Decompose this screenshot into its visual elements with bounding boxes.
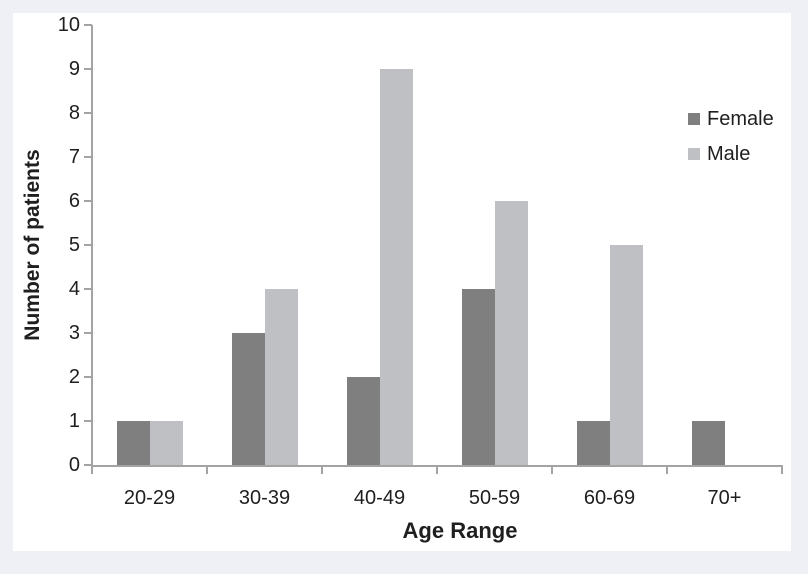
y-axis-tick-label: 7 (68, 146, 80, 168)
y-axis-tick (84, 68, 92, 70)
bar-male-30-39 (264, 289, 298, 465)
y-axis-tick (84, 112, 92, 114)
y-axis-tick-label: 3 (68, 322, 80, 344)
y-axis-title: Number of patients (21, 149, 44, 341)
y-axis-tick (84, 244, 92, 246)
y-axis-tick (84, 332, 92, 334)
legend-swatch-male (688, 148, 700, 160)
x-axis-tick (781, 465, 783, 474)
x-axis-title: Age Range (402, 518, 518, 543)
y-axis-tick-label: 6 (68, 190, 80, 212)
x-axis-tick-label: 50-59 (468, 487, 521, 509)
y-axis-tick (84, 464, 92, 466)
x-axis-tick (91, 465, 93, 474)
bar-male-60-69 (609, 245, 643, 465)
y-axis-tick (84, 24, 92, 26)
bar-male-50-59 (494, 201, 528, 465)
y-axis-tick (84, 156, 92, 158)
legend-label-male: Male (707, 143, 751, 165)
legend: Female Male (688, 108, 774, 178)
bar-male-20-29 (149, 421, 183, 465)
bar-female-40-49 (346, 377, 380, 465)
x-axis-tick (206, 465, 208, 474)
legend-item-female: Female (688, 108, 774, 130)
x-axis-tick (666, 465, 668, 474)
legend-swatch-female (688, 113, 700, 125)
bar-female-30-39 (231, 333, 265, 465)
x-axis-tick-label: 70+ (707, 487, 742, 509)
bar-female-70+ (691, 421, 725, 465)
bar-female-20-29 (116, 421, 150, 465)
bar-female-60-69 (576, 421, 610, 465)
y-axis-tick (84, 288, 92, 290)
y-axis-tick (84, 200, 92, 202)
y-axis-tick-label: 2 (68, 366, 80, 388)
bar-male-40-49 (379, 69, 413, 465)
y-axis-tick-label: 8 (68, 102, 80, 124)
legend-item-male: Male (688, 143, 774, 165)
x-axis-tick (321, 465, 323, 474)
y-axis-tick (84, 376, 92, 378)
x-axis-tick-label: 30-39 (238, 487, 291, 509)
legend-label-female: Female (707, 108, 774, 130)
x-axis-tick (436, 465, 438, 474)
y-axis-tick-label: 5 (68, 234, 80, 256)
y-axis-tick-label: 10 (57, 14, 80, 36)
x-axis-tick-label: 40-49 (353, 487, 406, 509)
x-axis-tick (551, 465, 553, 474)
y-axis-line (91, 25, 93, 467)
y-axis-tick-label: 4 (68, 278, 80, 300)
y-axis-tick (84, 420, 92, 422)
y-axis-tick-label: 0 (68, 454, 80, 476)
x-axis-tick-label: 60-69 (583, 487, 636, 509)
x-axis-tick-label: 20-29 (123, 487, 176, 509)
bar-female-50-59 (461, 289, 495, 465)
y-axis-tick-label: 9 (68, 58, 80, 80)
y-axis-tick-label: 1 (68, 410, 80, 432)
